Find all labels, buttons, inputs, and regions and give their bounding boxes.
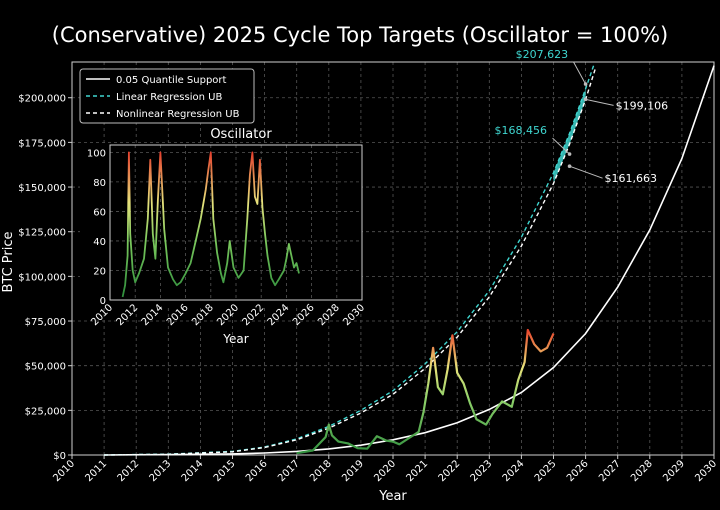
- inset-x-tick-label: 2014: [140, 302, 166, 328]
- inset-x-tick-label: 2022: [241, 302, 267, 328]
- main-y-tick-label: $50,000: [25, 362, 66, 373]
- main-y-tick-label: $200,000: [18, 94, 66, 105]
- main-x-tick-label: 2023: [469, 458, 495, 484]
- legend-item-quantile: 0.05 Quantile Support: [86, 75, 227, 86]
- main-x-tick-label: 2026: [565, 458, 591, 484]
- series-oscillator: [121, 151, 300, 298]
- legend-label-quantile: 0.05 Quantile Support: [116, 75, 227, 86]
- annotation-label: $168,456: [495, 124, 548, 137]
- main-x-tick-label: 2025: [533, 458, 559, 484]
- main-x-tick-label: 2010: [51, 458, 77, 484]
- legend-label-nonlinear: Nonlinear Regression UB: [116, 109, 240, 120]
- inset-y-tick-label: 40: [93, 237, 106, 248]
- main-x-tick-label: 2011: [83, 458, 109, 484]
- main-x-tick-label: 2019: [340, 458, 366, 484]
- inset-title: Oscillator: [210, 127, 272, 142]
- series-quantile-support: [104, 65, 715, 456]
- main-x-tick-label: 2012: [116, 458, 142, 484]
- inset-x-ticks: 2010 2012 2014 2016 2018 2020 2022 2024 2026 2028…: [89, 302, 367, 328]
- main-y-tick-label: $0: [53, 451, 66, 462]
- main-y-tick-label: $125,000: [18, 228, 66, 239]
- main-x-tick-label: 2029: [661, 458, 687, 484]
- inset-y-ticks: 0 20 40 60 80 100: [87, 148, 106, 307]
- inset-x-tick-label: 2020: [215, 302, 241, 328]
- main-x-tick-label: 2014: [180, 458, 206, 484]
- main-series: [104, 65, 715, 456]
- annotation-label: $207,623: [516, 48, 569, 61]
- main-x-tick-label: 2027: [597, 458, 623, 484]
- annotation-arrow-tip: [583, 97, 588, 102]
- inset-y-tick-label: 20: [93, 266, 106, 277]
- inset-x-tick-label: 2030: [341, 302, 367, 328]
- main-y-ticks: $0 $25,000 $50,000 $75,000 $100,000 $125,000 $…: [18, 94, 72, 462]
- annotation-arrow: [585, 98, 614, 106]
- inset-x-tick-label: 2024: [266, 302, 292, 328]
- main-annotations: $207,623 $199,106 $168,456 $161,663: [495, 48, 669, 185]
- main-x-tick-label: 2016: [244, 458, 270, 484]
- target-band: [553, 88, 586, 184]
- inset-y-tick-label: 60: [93, 207, 106, 218]
- main-x-tick-label: 2030: [693, 458, 719, 484]
- inset-frame: [109, 144, 363, 301]
- main-x-tick-label: 2020: [372, 458, 398, 484]
- inset-chart: Oscillator 0 20 40 60 80 100 2010 2012 2014 2016…: [80, 127, 367, 346]
- inset-x-tick-label: 2018: [190, 302, 216, 328]
- legend-item-nonlinear: Nonlinear Regression UB: [86, 109, 240, 120]
- main-y-tick-label: $100,000: [18, 272, 66, 283]
- inset-y-tick-label: 80: [93, 178, 106, 189]
- inset-series: [121, 151, 300, 298]
- annotation-arrow: [552, 137, 570, 155]
- annotation-arrow-tip: [583, 82, 588, 86]
- main-y-tick-label: $25,000: [25, 406, 66, 417]
- main-x-tick-label: 2021: [404, 458, 430, 484]
- inset-y-tick-label: 0: [100, 296, 106, 307]
- main-y-tick-label: $175,000: [18, 138, 66, 149]
- main-y-tick-label: $150,000: [18, 183, 66, 194]
- main-y-tick-label: $75,000: [25, 317, 66, 328]
- inset-background: [80, 145, 362, 305]
- series-btc-price: [296, 328, 555, 455]
- annotation-arrow: [573, 61, 587, 85]
- main-x-tick-label: 2028: [629, 458, 655, 484]
- main-x-tick-label: 2024: [501, 458, 527, 484]
- main-x-tick-label: 2013: [148, 458, 174, 484]
- annotation-arrow-tip: [567, 152, 572, 156]
- main-x-tick-label: 2022: [437, 458, 463, 484]
- y-axis-label: BTC Price: [1, 231, 16, 292]
- annotation-arrow-tip: [567, 164, 572, 169]
- annotation-label: $161,663: [605, 172, 658, 185]
- legend-item-linear: Linear Regression UB: [86, 92, 222, 103]
- main-x-ticks: 2010 2011 2012 2013 2014 2015 2016 2017 2018 2019…: [51, 455, 719, 484]
- annotation-label: $199,106: [616, 99, 669, 112]
- x-axis-label: Year: [378, 489, 407, 504]
- main-x-tick-label: 2015: [212, 458, 238, 484]
- chart-title: (Conservative) 2025 Cycle Top Targets (O…: [52, 23, 668, 47]
- series-nonlinear-regression-ub: [104, 68, 596, 456]
- inset-y-tick-label: 100: [87, 148, 106, 159]
- inset-x-tick-label: 2026: [291, 302, 317, 328]
- main-x-tick-label: 2017: [276, 458, 302, 484]
- legend-box: [79, 68, 255, 124]
- main-x-tick-label: 2018: [308, 458, 334, 484]
- inset-x-tick-label: 2028: [316, 302, 342, 328]
- series-linear-regression-ub: [104, 65, 595, 456]
- legend-label-linear: Linear Regression UB: [116, 92, 222, 103]
- inset-x-tick-label: 2016: [165, 302, 191, 328]
- inset-x-tick-label: 2010: [89, 302, 115, 328]
- inset-x-axis-label: Year: [222, 332, 248, 346]
- annotation-arrow: [569, 165, 603, 179]
- legend: 0.05 Quantile Support Linear Regression …: [79, 68, 255, 124]
